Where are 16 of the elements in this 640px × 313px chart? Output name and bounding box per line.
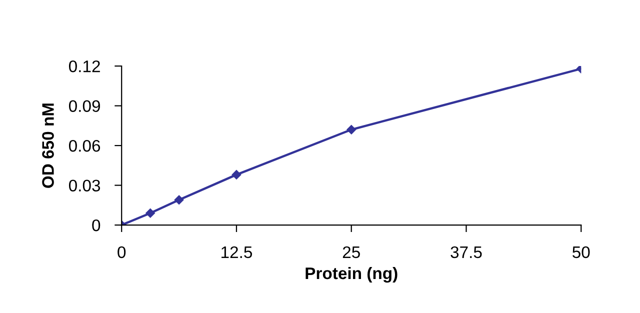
point xyxy=(146,208,155,218)
point xyxy=(174,195,184,204)
x-tick-label: 0 xyxy=(118,246,126,258)
x-tick-label: 12.5 xyxy=(222,246,252,258)
y-axis-title: OD 650 nM xyxy=(42,104,54,188)
x-tick-label: 50 xyxy=(572,246,590,258)
y-tick-label: 0.06 xyxy=(68,140,100,152)
y-tick-label: 0.12 xyxy=(68,60,100,72)
x-axis-title: Protein (ng) xyxy=(306,266,398,283)
y-tick-label: 0 xyxy=(92,219,100,232)
x-tick-label: 37.5 xyxy=(450,246,482,258)
point xyxy=(346,125,356,134)
point xyxy=(232,170,242,180)
y-tick-label: 0.03 xyxy=(68,180,100,192)
y-tick-label: 0.09 xyxy=(68,100,100,112)
x-tick-label: 25 xyxy=(342,246,360,258)
